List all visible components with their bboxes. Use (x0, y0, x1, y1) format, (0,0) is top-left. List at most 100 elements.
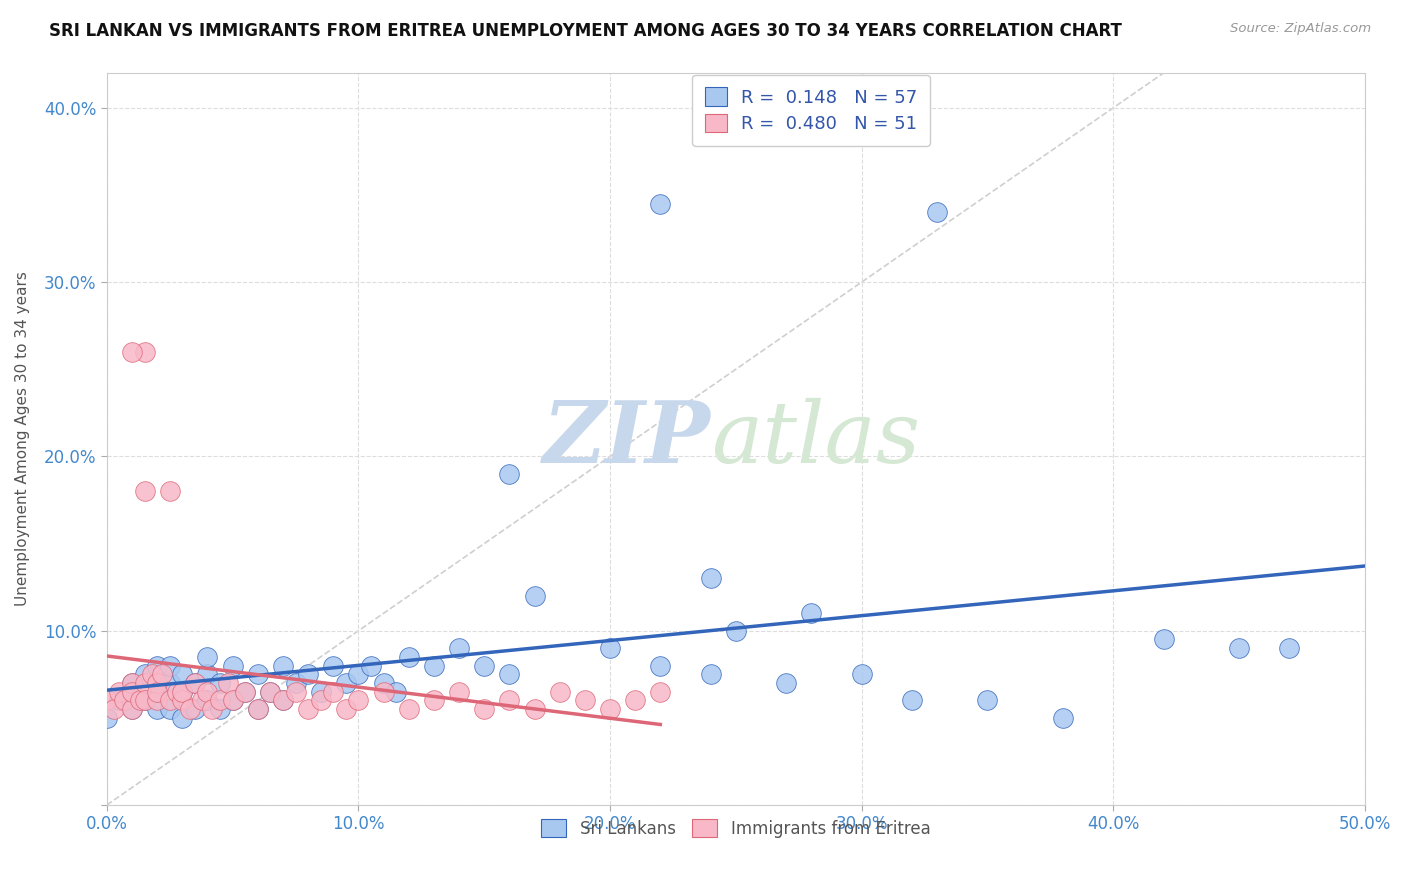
Text: Source: ZipAtlas.com: Source: ZipAtlas.com (1230, 22, 1371, 36)
Point (146, 658, 169, 673)
Point (347, 693, 370, 707)
Point (184, 676, 207, 690)
Point (335, 676, 357, 690)
Point (271, 693, 294, 707)
Point (221, 658, 243, 673)
Y-axis label: Unemployment Among Ages 30 to 34 years: Unemployment Among Ages 30 to 34 years (15, 271, 30, 607)
Point (159, 658, 181, 673)
Point (472, 658, 495, 673)
Point (398, 702, 420, 716)
Point (221, 693, 243, 707)
Point (159, 676, 181, 690)
Point (233, 684, 256, 698)
Point (146, 684, 169, 698)
Point (172, 667, 194, 681)
Point (447, 684, 470, 698)
Point (548, 684, 571, 698)
Point (447, 641, 470, 656)
Point (1278, 641, 1301, 656)
Point (335, 702, 357, 716)
Point (166, 684, 188, 698)
Point (259, 684, 281, 698)
Point (650, 658, 672, 673)
Point (208, 676, 231, 690)
Point (322, 684, 344, 698)
Point (423, 658, 446, 673)
Legend: Sri Lankans, Immigrants from Eritrea: Sri Lankans, Immigrants from Eritrea (534, 813, 936, 844)
Point (246, 667, 269, 681)
Point (650, 196, 672, 211)
Point (191, 693, 214, 707)
Point (246, 702, 269, 716)
Point (498, 667, 520, 681)
Point (322, 658, 344, 673)
Point (976, 693, 998, 707)
Point (398, 649, 420, 664)
Point (1227, 641, 1250, 656)
Point (775, 676, 797, 690)
Point (901, 693, 924, 707)
Point (172, 711, 194, 725)
Point (259, 684, 281, 698)
Point (184, 676, 207, 690)
Point (172, 684, 194, 698)
Point (233, 684, 256, 698)
Point (271, 658, 294, 673)
Point (284, 676, 307, 690)
Point (121, 702, 143, 716)
Point (284, 684, 307, 698)
Point (498, 693, 520, 707)
Point (650, 684, 672, 698)
Point (121, 684, 143, 698)
Point (184, 702, 207, 716)
Point (208, 702, 231, 716)
Point (1153, 632, 1175, 647)
Point (134, 676, 156, 690)
Point (134, 344, 156, 359)
Point (271, 693, 294, 707)
Point (197, 667, 219, 681)
Text: atlas: atlas (710, 398, 920, 480)
Point (108, 684, 131, 698)
Point (134, 693, 156, 707)
Point (851, 667, 873, 681)
Point (373, 676, 395, 690)
Point (159, 702, 181, 716)
Point (360, 658, 382, 673)
Point (373, 684, 395, 698)
Point (159, 693, 181, 707)
Point (925, 205, 948, 219)
Point (309, 693, 332, 707)
Point (472, 702, 495, 716)
Point (1052, 711, 1074, 725)
Point (197, 649, 219, 664)
Point (246, 702, 269, 716)
Point (141, 667, 163, 681)
Point (134, 484, 156, 499)
Point (699, 571, 721, 585)
Point (103, 702, 125, 716)
Text: SRI LANKAN VS IMMIGRANTS FROM ERITREA UNEMPLOYMENT AMONG AGES 30 TO 34 YEARS COR: SRI LANKAN VS IMMIGRANTS FROM ERITREA UN… (49, 22, 1122, 40)
Point (172, 684, 194, 698)
Point (208, 693, 231, 707)
Point (201, 702, 224, 716)
Point (385, 684, 408, 698)
Point (624, 693, 647, 707)
Point (112, 693, 135, 707)
Point (523, 702, 546, 716)
Point (96, 693, 118, 707)
Text: ZIP: ZIP (543, 397, 710, 481)
Point (724, 624, 747, 638)
Point (96, 711, 118, 725)
Point (498, 467, 520, 481)
Point (800, 607, 823, 621)
Point (146, 702, 169, 716)
Point (523, 589, 546, 603)
Point (574, 693, 596, 707)
Point (221, 693, 243, 707)
Point (121, 344, 143, 359)
Point (108, 693, 131, 707)
Point (146, 684, 169, 698)
Point (297, 702, 319, 716)
Point (150, 667, 173, 681)
